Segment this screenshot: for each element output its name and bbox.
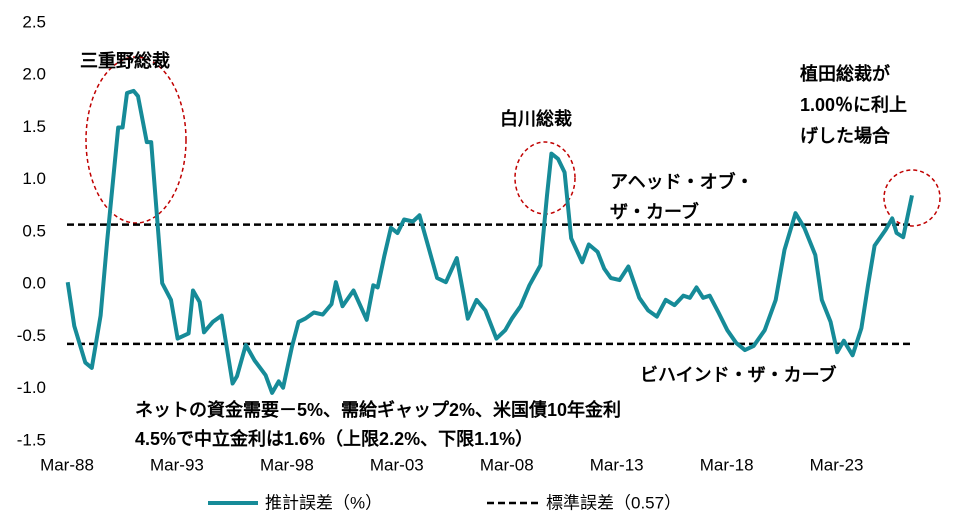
y-tick-label: 0.5 xyxy=(22,221,46,240)
x-tick-label: Mar-88 xyxy=(40,455,94,474)
legend-label: 推計誤差（%） xyxy=(265,493,382,512)
annotation: 植田総裁が xyxy=(800,63,890,84)
x-tick-label: Mar-18 xyxy=(700,455,754,474)
annotation: 4.5%で中立金利は1.6%（上限2.2%、下限1.1%） xyxy=(135,428,533,449)
x-tick-label: Mar-23 xyxy=(810,455,864,474)
legend-label: 標準誤差（0.57） xyxy=(546,493,681,512)
annotation: アヘッド・オブ・ xyxy=(610,171,754,192)
y-tick-label: 2.0 xyxy=(22,65,46,84)
annotation: ネットの資金需要－5%、需給ギャップ2%、米国債10年金利 xyxy=(135,399,621,420)
annotation: 三重野総裁 xyxy=(80,50,170,71)
y-tick-label: 1.5 xyxy=(22,117,46,136)
x-tick-label: Mar-03 xyxy=(370,455,424,474)
y-tick-label: -1.0 xyxy=(17,378,46,397)
y-tick-label: -0.5 xyxy=(17,326,46,345)
y-tick-label: 2.5 xyxy=(22,12,46,31)
x-tick-label: Mar-93 xyxy=(150,455,204,474)
y-tick-label: -1.5 xyxy=(17,430,46,449)
annotation: げした場合 xyxy=(800,125,891,146)
annotation: ビハインド・ザ・カーブ xyxy=(640,364,837,385)
x-tick-label: Mar-08 xyxy=(480,455,534,474)
highlight-ellipse xyxy=(85,56,187,224)
y-tick-label: 0.0 xyxy=(22,274,46,293)
highlight-ellipse xyxy=(883,169,941,227)
y-tick-label: 1.0 xyxy=(22,169,46,188)
x-tick-label: Mar-13 xyxy=(590,455,644,474)
annotation: 白川総裁 xyxy=(500,108,572,129)
annotation: 1.00％に利上 xyxy=(800,94,907,115)
data-line xyxy=(65,88,914,395)
x-tick-label: Mar-98 xyxy=(260,455,314,474)
annotation: ザ・カーブ xyxy=(610,201,699,222)
